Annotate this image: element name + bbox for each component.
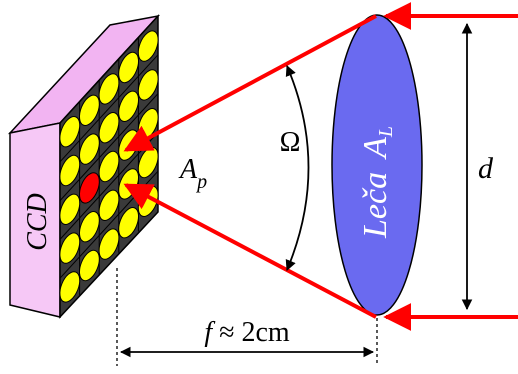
pixel [118,90,140,122]
diameter-dimension: d [461,22,494,311]
pixel [59,193,81,225]
focused-rays [123,14,377,319]
ray-focus-top [123,14,377,152]
diameter-label: d [478,152,494,185]
pixel-area-label: Ap [178,154,207,193]
pixel [98,150,120,183]
pixel [78,94,100,126]
pixel [78,249,100,282]
ccd-label: CCD [22,193,53,251]
lens: LečaAL [331,14,423,316]
pixel [59,271,81,303]
pixel [59,116,81,148]
pixel-grid-line [59,54,159,163]
solid-angle-label: Ω [280,127,301,158]
lens-ellipse [331,14,423,316]
pixel [118,51,140,84]
pixel [59,232,81,264]
pixel [78,211,100,243]
pixel [137,69,159,101]
incoming-rays [383,1,518,331]
pixel [98,112,120,144]
pixel [98,228,120,260]
ray-focus-bottom [123,183,377,319]
lens-label: LečaAL [357,126,397,239]
ccd-sensor: CCD [7,14,161,319]
pixel-highlighted [78,172,100,204]
pixel [137,30,159,62]
pixel [78,133,100,165]
pixel [98,189,120,221]
pixel [98,73,120,105]
focal-length-label: f ≈ 2cm [204,317,290,348]
focal-length-dimension: f ≈ 2cm [116,268,378,366]
solid-angle-marker: Ω [280,65,310,271]
solid-angle-arc [285,65,310,271]
pixel-grid-line [59,93,159,201]
pixel [59,154,81,187]
